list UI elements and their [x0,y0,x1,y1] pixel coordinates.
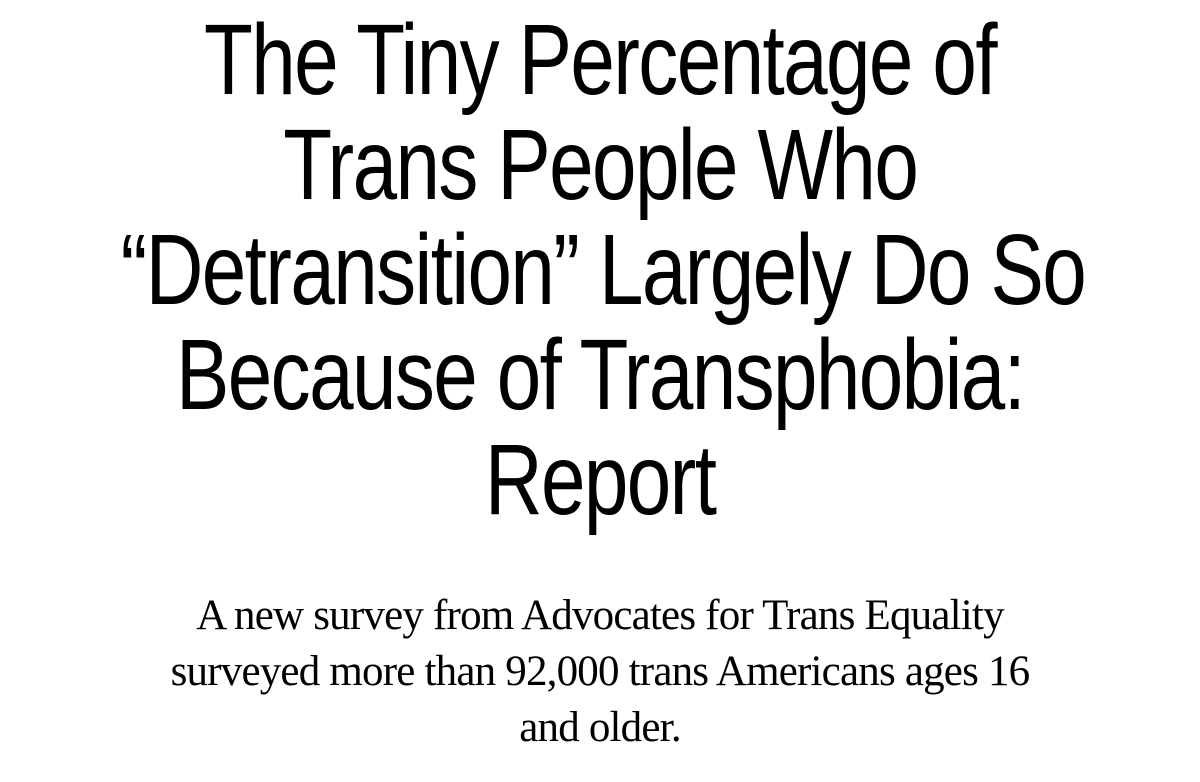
line-text: Trans People Who [283,109,919,221]
subheadline-line: surveyed more than 92,000 trans American… [170,648,1031,695]
line-text: “Detransition” Largely Do So [120,214,1087,326]
headline: The Tiny Percentage of Trans People Who “D… [0,8,1200,533]
headline-line: Report [0,428,1200,533]
subheadline-line: A new survey from Advocates for Trans Eq… [196,592,1004,639]
subheadline: A new survey from Advocates for Trans Eq… [0,588,1200,756]
subheadline-line: and older. [519,704,681,751]
headline-line: The Tiny Percentage of [0,8,1200,113]
line-text: Report [484,424,717,536]
line-text: The Tiny Percentage of [204,4,998,116]
headline-line: Trans People Who [0,113,1200,218]
line-text: Because of Transphobia: [175,319,1026,431]
headline-line: “Detransition” Largely Do So [0,218,1200,323]
headline-line: Because of Transphobia: [0,323,1200,428]
